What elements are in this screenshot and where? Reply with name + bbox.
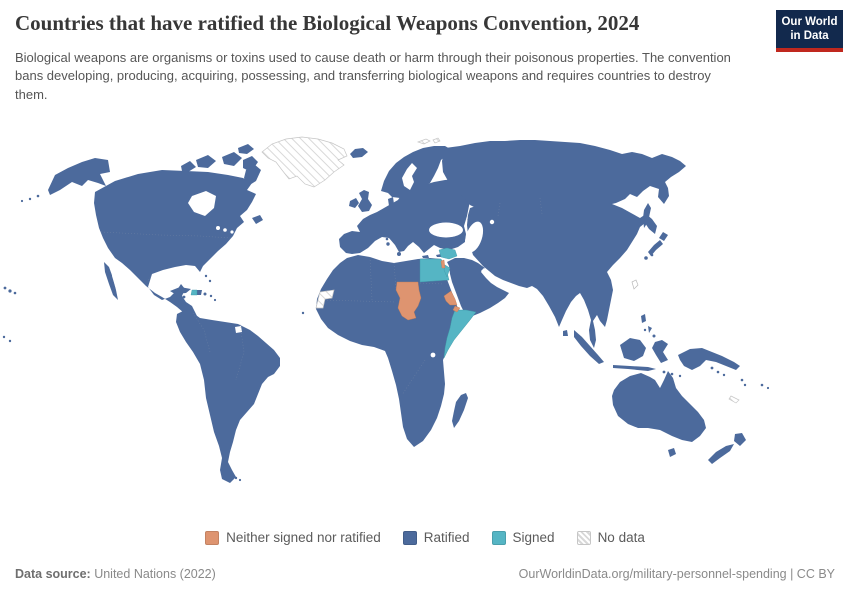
legend-label: Signed: [512, 530, 555, 545]
owid-logo-line2: in Data: [790, 30, 829, 43]
legend-item-no-data[interactable]: No data: [576, 530, 645, 545]
legend-item-ratified[interactable]: Ratified: [402, 530, 470, 545]
ratified-swatch: [402, 530, 417, 545]
taiwan-outline: [631, 279, 639, 290]
attribution-link[interactable]: OurWorldinData.org/military-personnel-sp…: [518, 567, 835, 581]
neither-signed-countries[interactable]: [395, 259, 461, 321]
country-borders: [100, 197, 543, 396]
data-source-label: Data source:: [15, 567, 91, 581]
page-title: Countries that have ratified the Biologi…: [15, 11, 640, 35]
owid-logo[interactable]: Our World in Data: [776, 10, 843, 52]
no-data-regions[interactable]: [261, 136, 740, 404]
legend-label: Ratified: [423, 530, 470, 545]
no-data-swatch: [576, 530, 591, 545]
legend-label: Neither signed nor ratified: [226, 530, 381, 545]
map-legend: Neither signed nor ratified Ratified Sig…: [0, 530, 850, 545]
legend-item-signed[interactable]: Signed: [491, 530, 555, 545]
data-source: Data source: United Nations (2022): [15, 567, 216, 581]
sea-overlays: [112, 163, 496, 358]
data-source-value: United Nations (2022): [90, 567, 216, 581]
ratified-countries[interactable]: [2, 140, 770, 483]
chart-subtitle: Biological weapons are organisms or toxi…: [15, 50, 731, 102]
legend-label: No data: [597, 530, 645, 545]
signed-swatch: [491, 530, 506, 545]
neither-swatch: [205, 530, 220, 545]
legend-item-neither[interactable]: Neither signed nor ratified: [205, 530, 381, 545]
owid-logo-line1: Our World: [781, 16, 838, 28]
